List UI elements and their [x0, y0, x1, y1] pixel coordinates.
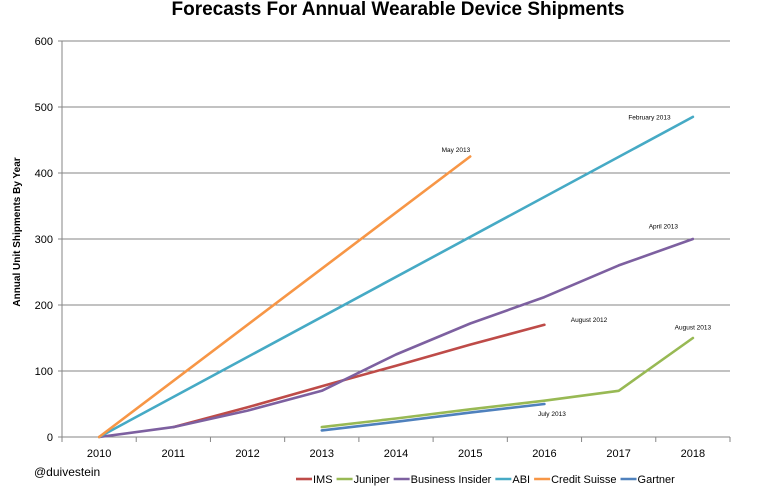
series-line-credit-suisse — [97, 155, 472, 439]
gridlines — [58, 40, 731, 442]
x-tick-label: 2014 — [384, 448, 408, 460]
annotations: February 2013 May 2013 April 2013 August 20… — [442, 115, 712, 418]
y-tick-label: 600 — [35, 36, 53, 48]
series-line-juniper — [320, 336, 695, 429]
legend-label: ABI — [512, 474, 530, 486]
legend-label: IMS — [313, 474, 333, 486]
y-tick-label: 100 — [35, 366, 53, 378]
x-tick-label: 2016 — [532, 448, 556, 460]
watermark: @duivestein — [34, 465, 100, 479]
chart-title: Forecasts For Annual Wearable Device Shi… — [172, 0, 625, 20]
x-tick-label: 2012 — [235, 448, 259, 460]
y-tick-label: 0 — [47, 432, 53, 444]
legend-label: Juniper — [354, 474, 390, 486]
y-tick-label: 300 — [35, 234, 53, 246]
x-tick-label: 2018 — [681, 448, 705, 460]
annotation-label: April 2013 — [649, 223, 679, 230]
legend-label: Credit Suisse — [551, 474, 616, 486]
x-tick-labels: 2010 2011 2012 2013 2014 2015 2016 2017 2018 — [87, 448, 705, 460]
x-tick-label: 2010 — [87, 448, 111, 460]
series-line-business-insider — [97, 237, 695, 439]
series-line-gartner — [320, 402, 546, 432]
y-tick-label: 500 — [35, 102, 53, 114]
x-tick-label: 2013 — [310, 448, 334, 460]
series-lines — [97, 115, 695, 439]
y-tick-label: 400 — [35, 168, 53, 180]
y-axis-label: Annual Unit Shipments By Year — [12, 157, 23, 306]
annotation-label: July 2013 — [538, 411, 566, 418]
annotation-label: May 2013 — [442, 147, 471, 154]
x-tick-label: 2011 — [162, 448, 186, 460]
annotation-label: February 2013 — [628, 115, 671, 122]
annotation-label: August 2012 — [571, 317, 608, 324]
annotation-label: August 2013 — [675, 324, 712, 331]
legend-label: Business Insider — [411, 474, 492, 486]
legend: IMS Juniper Business Insider ABI Credit Suis… — [296, 474, 675, 486]
y-tick-label: 200 — [35, 300, 53, 312]
series-line-ims — [172, 323, 546, 429]
x-tick-label: 2017 — [606, 448, 630, 460]
x-tick-label: 2015 — [458, 448, 482, 460]
series-line-abi — [97, 115, 695, 439]
axes — [61, 41, 730, 438]
y-tick-labels: 0 100 200 300 400 500 600 — [35, 36, 53, 444]
legend-label: Gartner — [638, 474, 676, 486]
